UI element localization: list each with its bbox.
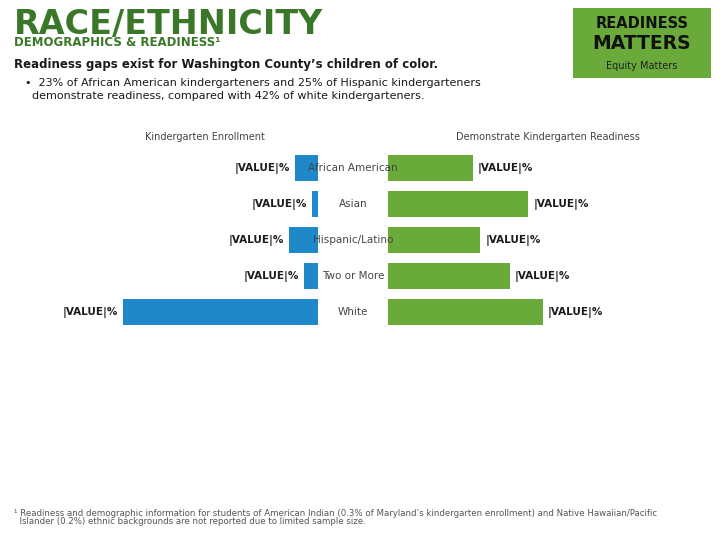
Text: Demonstrate Kindergarten Readiness: Demonstrate Kindergarten Readiness: [456, 132, 640, 142]
Bar: [304, 263, 318, 289]
Text: |VALUE|%: |VALUE|%: [534, 199, 589, 210]
Bar: [388, 299, 543, 325]
Text: Hispanic/Latino: Hispanic/Latino: [312, 235, 393, 245]
Bar: [312, 191, 318, 217]
Bar: [289, 227, 318, 253]
Bar: [388, 227, 480, 253]
Bar: [295, 155, 318, 181]
Text: |VALUE|%: |VALUE|%: [485, 234, 541, 246]
Bar: [388, 263, 510, 289]
Text: |VALUE|%: |VALUE|%: [478, 163, 534, 173]
Text: African American: African American: [308, 163, 398, 173]
Text: |VALUE|%: |VALUE|%: [515, 271, 570, 281]
Bar: [388, 155, 473, 181]
Text: Kindergarten Enrollment: Kindergarten Enrollment: [145, 132, 265, 142]
Text: MATTERS: MATTERS: [593, 34, 691, 53]
Bar: [388, 191, 528, 217]
Text: |VALUE|%: |VALUE|%: [235, 163, 290, 173]
Text: RACE/ETHNICITY: RACE/ETHNICITY: [14, 8, 323, 41]
Text: ¹ Readiness and demographic information for students of American Indian (0.3% of: ¹ Readiness and demographic information …: [14, 509, 657, 518]
Text: Islander (0.2%) ethnic backgrounds are not reported due to limited sample size.: Islander (0.2%) ethnic backgrounds are n…: [14, 517, 366, 526]
Text: DEMOGRAPHICS & READINESS¹: DEMOGRAPHICS & READINESS¹: [14, 36, 220, 49]
Text: |VALUE|%: |VALUE|%: [63, 307, 118, 318]
Text: |VALUE|%: |VALUE|%: [548, 307, 603, 318]
Text: |VALUE|%: |VALUE|%: [229, 234, 284, 246]
Text: Asian: Asian: [338, 199, 367, 209]
Text: •  23% of African American kindergarteners and 25% of Hispanic kindergarteners: • 23% of African American kindergartener…: [25, 78, 481, 88]
Bar: [573, 8, 711, 78]
Text: READINESS: READINESS: [595, 16, 688, 31]
Text: |VALUE|%: |VALUE|%: [243, 271, 299, 281]
Text: White: White: [338, 307, 368, 317]
Text: demonstrate readiness, compared with 42% of white kindergarteners.: demonstrate readiness, compared with 42%…: [32, 91, 425, 101]
Text: Two or More: Two or More: [322, 271, 384, 281]
Text: |VALUE|%: |VALUE|%: [252, 199, 307, 210]
Text: Equity Matters: Equity Matters: [606, 61, 678, 71]
Text: Readiness gaps exist for Washington County’s children of color.: Readiness gaps exist for Washington Coun…: [14, 58, 438, 71]
Bar: [123, 299, 318, 325]
